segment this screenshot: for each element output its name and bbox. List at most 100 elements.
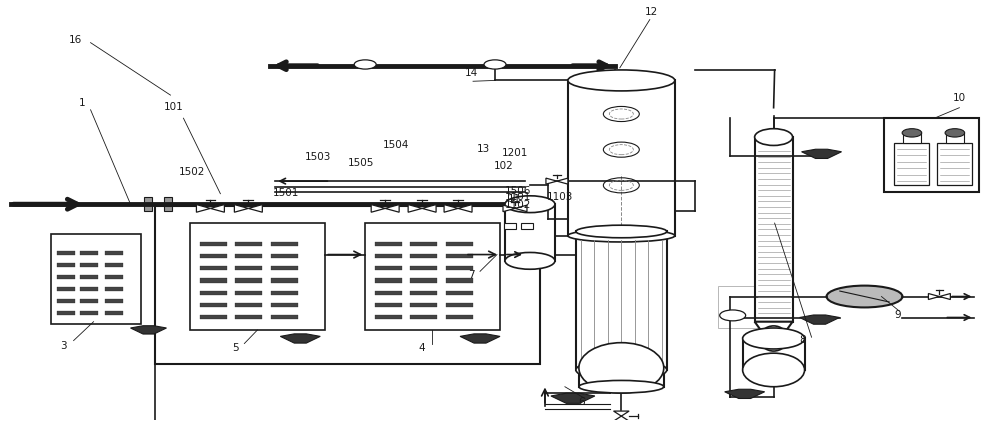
- Bar: [755, 137, 793, 322]
- Text: 4: 4: [418, 343, 425, 353]
- Bar: [80, 299, 98, 303]
- Polygon shape: [546, 178, 557, 184]
- Text: 101: 101: [163, 102, 183, 112]
- Polygon shape: [551, 393, 595, 403]
- Bar: [903, 133, 921, 144]
- Bar: [446, 254, 473, 258]
- Bar: [80, 251, 98, 255]
- Bar: [718, 286, 783, 328]
- Ellipse shape: [576, 360, 667, 381]
- Polygon shape: [460, 334, 500, 343]
- Bar: [446, 242, 473, 246]
- Ellipse shape: [755, 129, 793, 146]
- Ellipse shape: [505, 196, 555, 213]
- Bar: [105, 263, 123, 266]
- Bar: [446, 290, 473, 295]
- Text: 1: 1: [79, 98, 85, 108]
- Bar: [235, 303, 262, 307]
- Polygon shape: [725, 389, 765, 399]
- Bar: [144, 197, 152, 211]
- Ellipse shape: [945, 129, 965, 137]
- Ellipse shape: [743, 353, 805, 387]
- Bar: [200, 303, 227, 307]
- Polygon shape: [515, 205, 527, 212]
- Bar: [51, 234, 140, 324]
- Bar: [410, 315, 437, 320]
- Bar: [365, 223, 500, 330]
- Polygon shape: [802, 149, 842, 158]
- Bar: [410, 242, 437, 246]
- Bar: [105, 311, 123, 315]
- Bar: [271, 315, 298, 320]
- Ellipse shape: [579, 381, 664, 393]
- Ellipse shape: [568, 70, 675, 91]
- Bar: [105, 251, 123, 255]
- Bar: [505, 204, 555, 261]
- Bar: [576, 232, 667, 370]
- Polygon shape: [196, 205, 210, 212]
- Text: 12: 12: [645, 8, 658, 17]
- Bar: [57, 287, 75, 291]
- Bar: [743, 338, 805, 370]
- Text: 1201: 1201: [502, 148, 528, 158]
- Bar: [235, 278, 262, 283]
- Bar: [884, 118, 979, 192]
- Polygon shape: [131, 326, 166, 334]
- Bar: [235, 242, 262, 246]
- Polygon shape: [928, 293, 939, 299]
- Bar: [235, 315, 262, 320]
- Bar: [568, 80, 675, 236]
- Ellipse shape: [576, 225, 667, 238]
- Polygon shape: [614, 411, 629, 416]
- Bar: [271, 254, 298, 258]
- Polygon shape: [444, 205, 458, 212]
- Bar: [579, 368, 664, 387]
- Polygon shape: [755, 322, 793, 338]
- Text: 8: 8: [800, 335, 806, 345]
- Bar: [80, 287, 98, 291]
- Ellipse shape: [505, 253, 555, 269]
- Bar: [946, 133, 964, 144]
- Text: 1501: 1501: [272, 188, 299, 198]
- Bar: [446, 303, 473, 307]
- Text: 1504: 1504: [383, 139, 410, 149]
- Bar: [190, 223, 325, 330]
- Ellipse shape: [902, 129, 922, 137]
- Text: 13: 13: [477, 144, 490, 154]
- Bar: [375, 242, 402, 246]
- Circle shape: [354, 60, 376, 69]
- Bar: [80, 263, 98, 266]
- Bar: [375, 315, 402, 320]
- Polygon shape: [614, 416, 629, 421]
- Bar: [57, 275, 75, 279]
- Bar: [504, 223, 516, 229]
- Bar: [57, 299, 75, 303]
- Bar: [410, 254, 437, 258]
- Text: 1101: 1101: [505, 192, 531, 202]
- Text: 1506: 1506: [505, 186, 531, 196]
- Ellipse shape: [827, 285, 902, 307]
- Polygon shape: [234, 205, 248, 212]
- Ellipse shape: [760, 326, 788, 351]
- Circle shape: [720, 310, 746, 321]
- Bar: [57, 311, 75, 315]
- Bar: [271, 266, 298, 270]
- Text: 1505: 1505: [348, 158, 375, 168]
- Text: 11: 11: [508, 194, 521, 204]
- Bar: [57, 263, 75, 266]
- Bar: [235, 266, 262, 270]
- Bar: [375, 303, 402, 307]
- Bar: [375, 266, 402, 270]
- Bar: [105, 287, 123, 291]
- Bar: [164, 197, 172, 211]
- Ellipse shape: [579, 343, 664, 393]
- Polygon shape: [458, 205, 472, 212]
- Polygon shape: [210, 205, 224, 212]
- Text: 5: 5: [232, 343, 239, 353]
- Text: 16: 16: [69, 35, 82, 45]
- Polygon shape: [503, 205, 515, 212]
- Bar: [446, 315, 473, 320]
- Bar: [200, 254, 227, 258]
- Bar: [410, 266, 437, 270]
- Bar: [894, 144, 929, 185]
